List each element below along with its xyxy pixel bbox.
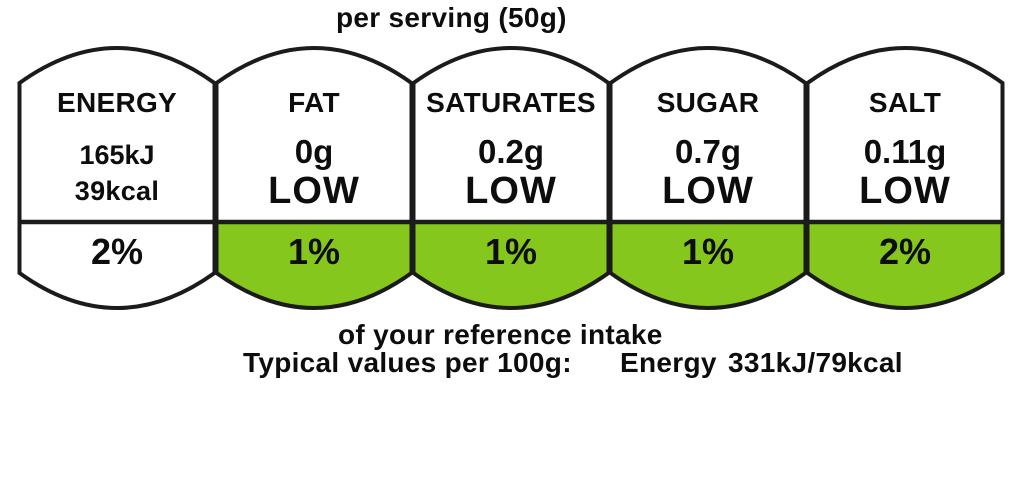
nutrient-panel-energy: ENERGY 165kJ 39kcal 2% (17, 45, 217, 310)
lozenge-shape (411, 46, 611, 310)
nutrient-amount: 165kJ (79, 140, 155, 170)
typical-values-label: Typical values per 100g: (243, 347, 572, 378)
nutrient-name: SALT (868, 87, 942, 118)
nutrient-level: LOW (662, 170, 754, 212)
nutrient-percent: 1% (287, 231, 341, 272)
nutrient-amount-kcal: 39kcal (74, 176, 160, 206)
lozenge-shape (805, 46, 1005, 310)
serving-size-label: per serving (50g) (336, 2, 567, 33)
nutrient-name: ENERGY (56, 87, 178, 118)
nutrient-level: LOW (268, 170, 360, 212)
nutrient-amount: 0.11g (863, 133, 947, 170)
lozenge-shape (214, 46, 414, 310)
nutrient-name: SUGAR (656, 87, 760, 118)
nutrient-level: LOW (465, 170, 557, 212)
nutrient-panel-salt: SALT 0.11g LOW 2% (805, 45, 1005, 310)
nutrient-percent: 2% (878, 231, 932, 272)
nutrient-level: LOW (859, 170, 951, 212)
nutrient-percent: 2% (90, 231, 144, 272)
nutrient-panel-saturates: SATURATES 0.2g LOW 1% (411, 45, 611, 310)
nutrient-amount: 0g (294, 133, 334, 170)
nutrient-panel-sugar: SUGAR 0.7g LOW 1% (608, 45, 808, 310)
traffic-light-strip: ENERGY 165kJ 39kcal 2% FAT 0g LOW 1% (17, 45, 1005, 310)
nutrient-percent: 1% (681, 231, 735, 272)
nutrient-amount: 0.7g (674, 133, 742, 170)
nutrient-name: SATURATES (426, 87, 596, 118)
lozenge-shape (17, 46, 217, 310)
typical-values-energy-key: Energy (620, 347, 717, 378)
reference-intake-label: of your reference intake (338, 319, 663, 350)
lozenge-shape (608, 46, 808, 310)
nutrient-panel-fat: FAT 0g LOW 1% (214, 45, 414, 310)
nutrient-percent: 1% (484, 231, 538, 272)
typical-values-energy-value: 331kJ/79kcal (728, 347, 903, 378)
nutrient-name: FAT (288, 87, 340, 118)
nutrient-amount: 0.2g (477, 133, 545, 170)
